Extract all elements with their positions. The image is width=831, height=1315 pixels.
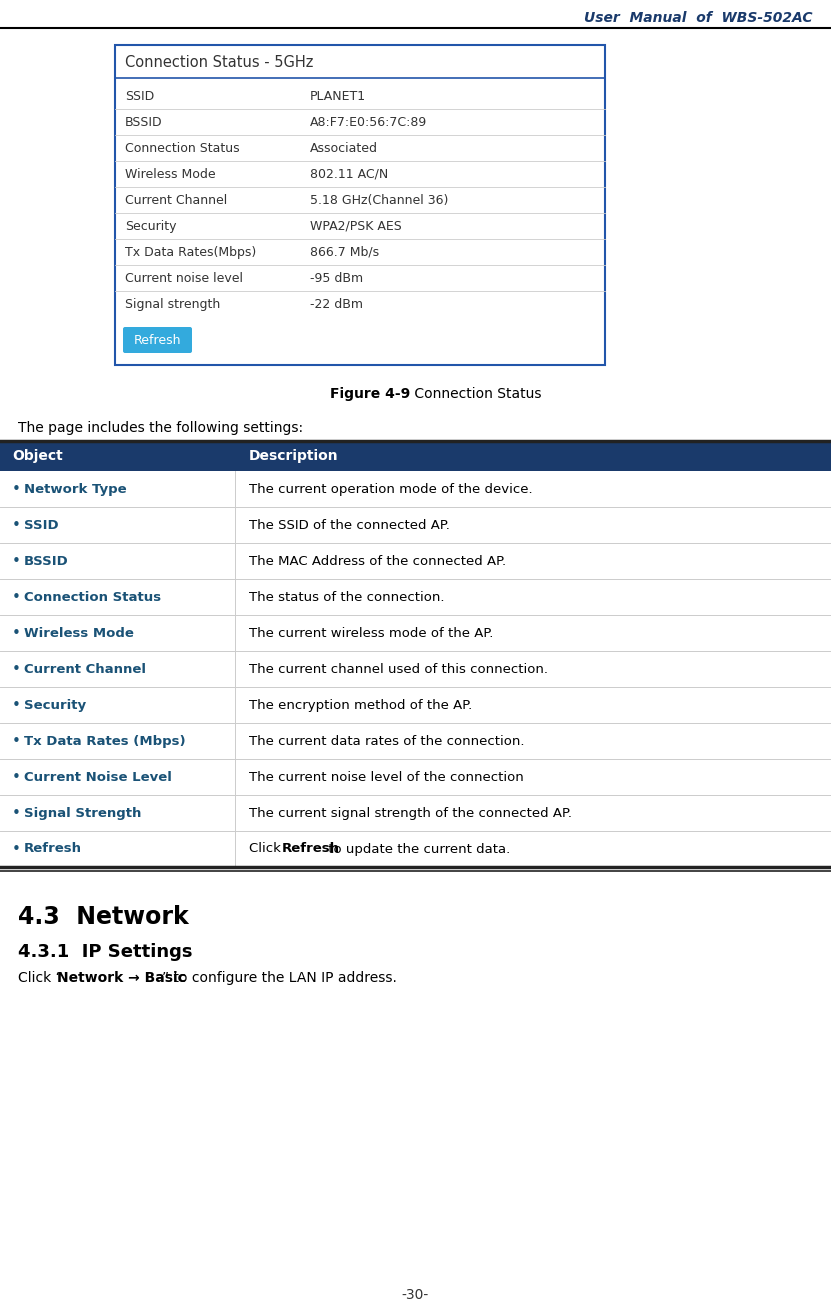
- Text: Signal Strength: Signal Strength: [24, 806, 141, 819]
- Text: -95 dBm: -95 dBm: [310, 271, 363, 284]
- Text: Current noise level: Current noise level: [125, 271, 243, 284]
- Text: •: •: [12, 661, 21, 676]
- Text: Figure 4-9: Figure 4-9: [330, 387, 411, 401]
- Text: •: •: [12, 589, 21, 605]
- Text: •: •: [12, 734, 21, 748]
- Bar: [0, 651, 831, 686]
- Text: 4.3  Network: 4.3 Network: [18, 905, 189, 928]
- Text: Connection Status - 5GHz: Connection Status - 5GHz: [125, 55, 313, 70]
- Text: Tx Data Rates (Mbps): Tx Data Rates (Mbps): [24, 735, 185, 747]
- Text: BSSID: BSSID: [24, 555, 69, 568]
- Bar: [0, 471, 831, 508]
- Text: •: •: [12, 842, 21, 856]
- Text: Current Channel: Current Channel: [125, 193, 227, 206]
- Text: 4.3.1  IP Settings: 4.3.1 IP Settings: [18, 943, 193, 961]
- Text: Security: Security: [125, 220, 176, 233]
- Bar: [0, 579, 831, 615]
- Bar: [0, 543, 831, 579]
- Text: •: •: [12, 697, 21, 713]
- Text: The page includes the following settings:: The page includes the following settings…: [18, 421, 303, 435]
- Text: Refresh: Refresh: [134, 334, 181, 346]
- Text: Current Noise Level: Current Noise Level: [24, 771, 172, 784]
- Text: Refresh: Refresh: [282, 843, 340, 856]
- Text: Tx Data Rates(Mbps): Tx Data Rates(Mbps): [125, 246, 256, 259]
- Text: The current noise level of the connection: The current noise level of the connectio…: [249, 771, 524, 784]
- Text: The current wireless mode of the AP.: The current wireless mode of the AP.: [249, 626, 494, 639]
- Text: Network Type: Network Type: [24, 483, 126, 496]
- Bar: [0, 508, 831, 543]
- Text: Refresh: Refresh: [24, 843, 82, 856]
- Text: A8:F7:E0:56:7C:89: A8:F7:E0:56:7C:89: [310, 116, 427, 129]
- Bar: [115, 45, 605, 366]
- Bar: [0, 759, 831, 796]
- Text: 866.7 Mb/s: 866.7 Mb/s: [310, 246, 379, 259]
- Text: •: •: [12, 626, 21, 640]
- Bar: [0, 441, 831, 471]
- Text: Description: Description: [249, 448, 338, 463]
- Text: 802.11 AC/N: 802.11 AC/N: [310, 167, 388, 180]
- Text: •: •: [12, 769, 21, 785]
- Text: The current signal strength of the connected AP.: The current signal strength of the conne…: [249, 806, 572, 819]
- Text: 5.18 GHz(Channel 36): 5.18 GHz(Channel 36): [310, 193, 449, 206]
- Text: BSSID: BSSID: [125, 116, 163, 129]
- Bar: [0, 686, 831, 723]
- Text: •: •: [12, 806, 21, 821]
- Text: Signal strength: Signal strength: [125, 297, 220, 310]
- Text: Connection Status: Connection Status: [24, 590, 161, 604]
- Bar: [0, 831, 831, 867]
- Text: The status of the connection.: The status of the connection.: [249, 590, 445, 604]
- Text: User  Manual  of  WBS-502AC: User Manual of WBS-502AC: [584, 11, 813, 25]
- Text: Connection Status: Connection Status: [411, 387, 542, 401]
- Text: PLANET1: PLANET1: [310, 89, 366, 103]
- Bar: [0, 615, 831, 651]
- Text: •: •: [12, 518, 21, 533]
- Text: The current data rates of the connection.: The current data rates of the connection…: [249, 735, 524, 747]
- Text: Current Channel: Current Channel: [24, 663, 146, 676]
- Bar: [0, 723, 831, 759]
- Text: ” to configure the LAN IP address.: ” to configure the LAN IP address.: [162, 970, 397, 985]
- Bar: [0, 796, 831, 831]
- Text: Associated: Associated: [310, 142, 378, 154]
- Text: SSID: SSID: [125, 89, 155, 103]
- Text: Wireless Mode: Wireless Mode: [24, 626, 134, 639]
- Text: Network → Basic: Network → Basic: [57, 970, 186, 985]
- Text: The SSID of the connected AP.: The SSID of the connected AP.: [249, 518, 450, 531]
- Text: to update the current data.: to update the current data.: [324, 843, 510, 856]
- Text: The MAC Address of the connected AP.: The MAC Address of the connected AP.: [249, 555, 506, 568]
- Text: WPA2/PSK AES: WPA2/PSK AES: [310, 220, 401, 233]
- Text: •: •: [12, 554, 21, 568]
- Text: Object: Object: [12, 448, 63, 463]
- Text: Click “: Click “: [18, 970, 62, 985]
- Text: SSID: SSID: [24, 518, 59, 531]
- Text: -22 dBm: -22 dBm: [310, 297, 363, 310]
- Text: Click: Click: [249, 843, 285, 856]
- FancyBboxPatch shape: [123, 327, 192, 352]
- Text: Wireless Mode: Wireless Mode: [125, 167, 215, 180]
- Text: The encryption method of the AP.: The encryption method of the AP.: [249, 698, 472, 711]
- Text: Security: Security: [24, 698, 86, 711]
- Text: The current channel used of this connection.: The current channel used of this connect…: [249, 663, 548, 676]
- Text: -30-: -30-: [402, 1287, 429, 1302]
- Text: •: •: [12, 481, 21, 497]
- Text: The current operation mode of the device.: The current operation mode of the device…: [249, 483, 533, 496]
- Text: Connection Status: Connection Status: [125, 142, 239, 154]
